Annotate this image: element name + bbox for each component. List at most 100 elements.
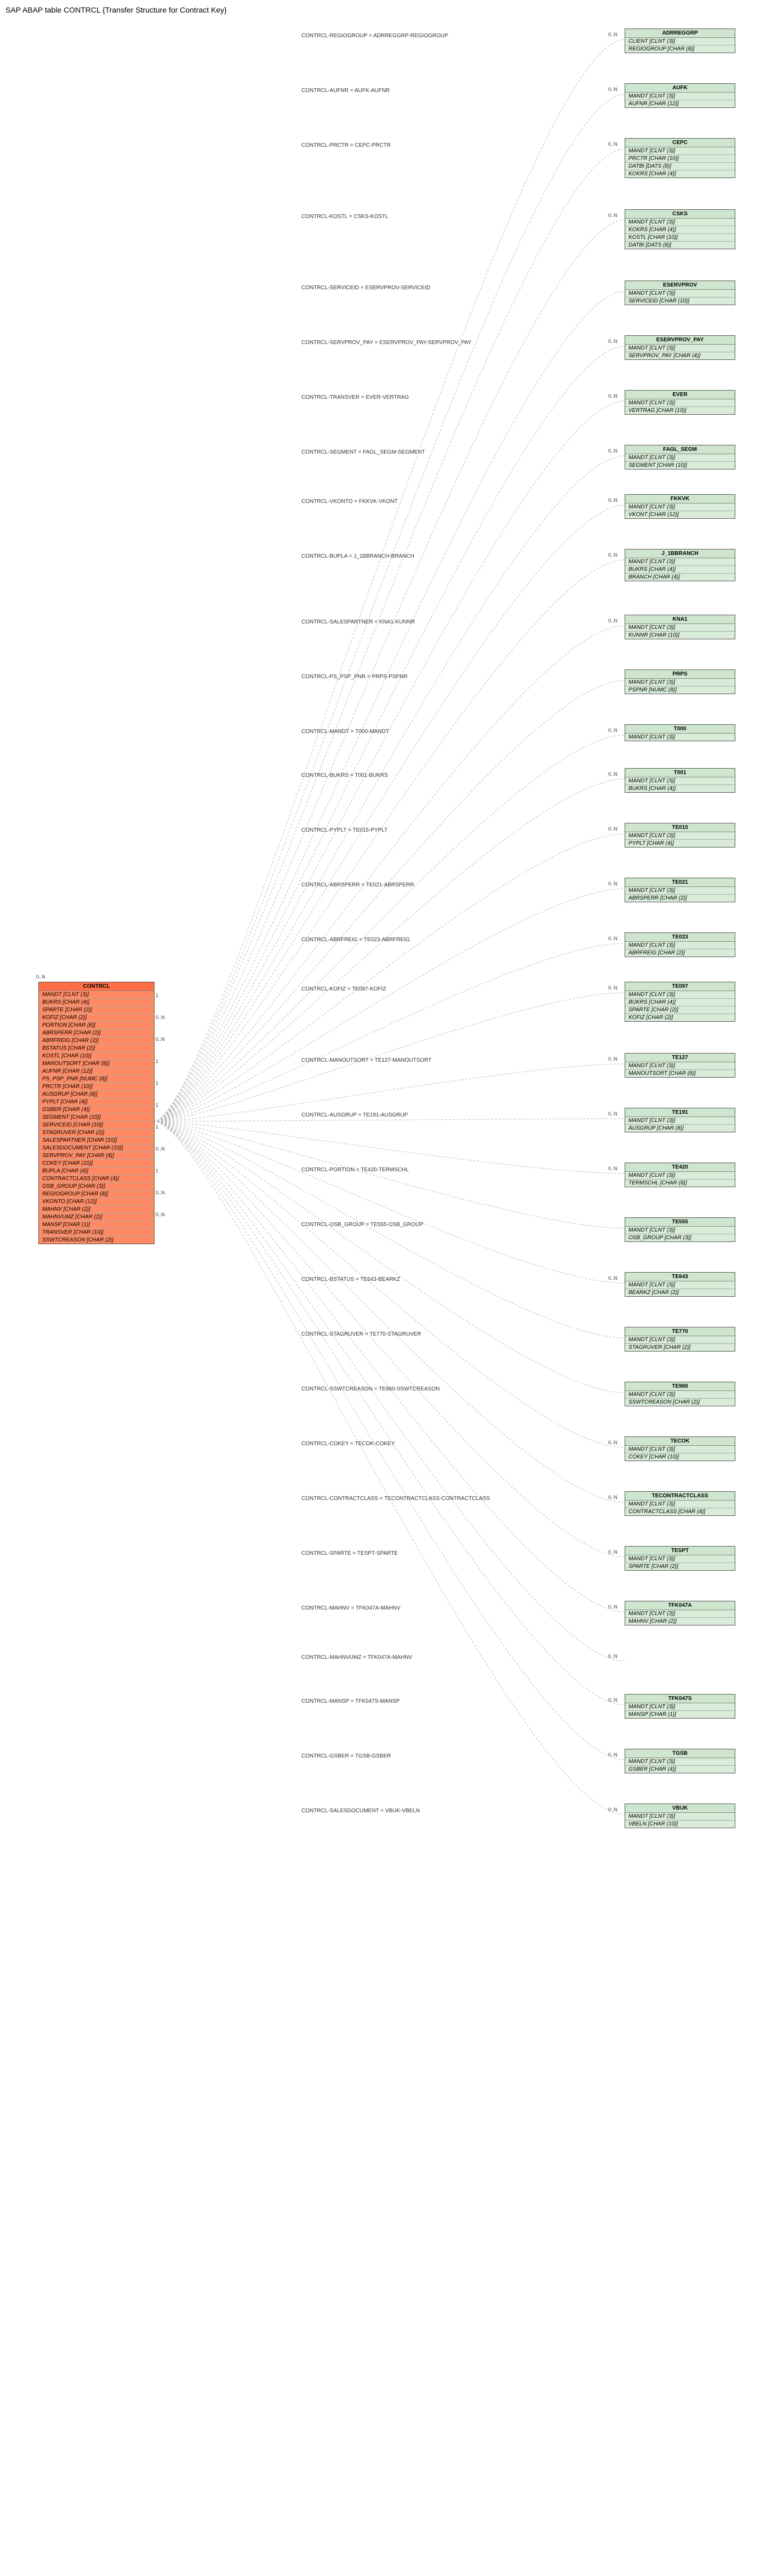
related-table-field: MANDT [CLNT (3)]: [625, 1813, 735, 1821]
cardinality-label: 0..N: [608, 1549, 618, 1555]
cardinality-label: 0..N: [608, 1807, 618, 1812]
cardinality-label: 0..N: [608, 141, 618, 147]
related-table-header: TE191: [625, 1108, 735, 1117]
related-table-header: T000: [625, 725, 735, 734]
related-table-field: MANDT [CLNT (3)]: [625, 991, 735, 999]
related-table: TE191MANDT [CLNT (3)]AUSGRUP [CHAR (8)]: [625, 1108, 735, 1132]
cardinality-label: 0..N: [608, 1653, 618, 1659]
cardinality-label: 0..N: [608, 448, 618, 454]
main-table-field: VKONTO [CHAR (12)]: [39, 1198, 154, 1206]
related-table-field: MANDT [CLNT (3)]: [625, 558, 735, 566]
related-table-field: PYPLT [CHAR (4)]: [625, 840, 735, 847]
related-table: TE420MANDT [CLNT (3)]TERMSCHL [CHAR (8)]: [625, 1163, 735, 1187]
cardinality-label: 0..N: [608, 32, 618, 37]
related-table-field: BRANCH [CHAR (4)]: [625, 574, 735, 581]
cardinality-label: 0..N: [156, 1015, 165, 1020]
main-table-field: MAHNVUMZ [CHAR (2)]: [39, 1213, 154, 1221]
related-table-field: MANDT [CLNT (3)]: [625, 942, 735, 949]
diagram-canvas: CONTRCL MANDT [CLNT (3)]BUKRS [CHAR (4)]…: [5, 18, 778, 2571]
edge-label: CONTRCL-STAGRUVER = TE770-STAGRUVER: [301, 1331, 421, 1337]
related-table: AUFKMANDT [CLNT (3)]AUFNR [CHAR (12)]: [625, 83, 735, 108]
related-table-field: MANDT [CLNT (3)]: [625, 93, 735, 100]
related-table-field: VBELN [CHAR (10)]: [625, 1821, 735, 1828]
related-table-header: VBUK: [625, 1804, 735, 1813]
related-table-header: TE770: [625, 1327, 735, 1336]
cardinality-label: 0..N: [608, 552, 618, 558]
related-table: J_1BBRANCHMANDT [CLNT (3)]BUKRS [CHAR (4…: [625, 549, 735, 581]
related-table: TE097MANDT [CLNT (3)]BUKRS [CHAR (4)]SPA…: [625, 982, 735, 1022]
related-table-field: PRCTR [CHAR (10)]: [625, 155, 735, 163]
related-table-field: BUKRS [CHAR (4)]: [625, 785, 735, 792]
cardinality-label: 0..N: [608, 1166, 618, 1171]
main-table-field: OSB_GROUP [CHAR (3)]: [39, 1183, 154, 1190]
related-table-field: MANDT [CLNT (3)]: [625, 1336, 735, 1344]
main-table-field: MANOUTSORT [CHAR (8)]: [39, 1060, 154, 1068]
related-table-field: KOKRS [CHAR (4)]: [625, 226, 735, 234]
related-table-field: DATBI [DATS (8)]: [625, 242, 735, 249]
related-table-field: MANDT [CLNT (3)]: [625, 1117, 735, 1125]
cardinality-label: 0..N: [608, 87, 618, 92]
related-table: PRPSMANDT [CLNT (3)]PSPNR [NUMC (8)]: [625, 669, 735, 694]
related-table: TESPTMANDT [CLNT (3)]SPARTE [CHAR (2)]: [625, 1546, 735, 1571]
related-table-field: MANDT [CLNT (3)]: [625, 1172, 735, 1180]
related-table-field: MANDT [CLNT (3)]: [625, 454, 735, 462]
edge-label: CONTRCL-KOFIZ = TE097-KOFIZ: [301, 986, 386, 992]
related-table: EVERMANDT [CLNT (3)]VERTRAG [CHAR (10)]: [625, 390, 735, 415]
main-table-field: SERVICEID [CHAR (10)]: [39, 1121, 154, 1129]
edge-label: CONTRCL-SERVICEID = ESERVPROV-SERVICEID: [301, 285, 430, 291]
cardinality-label: 0..N: [608, 393, 618, 399]
main-table-field: AUFNR [CHAR (12)]: [39, 1068, 154, 1075]
related-table: T000MANDT [CLNT (3)]: [625, 724, 735, 741]
related-table-field: KUNNR [CHAR (10)]: [625, 632, 735, 639]
related-table-field: KOKRS [CHAR (4)]: [625, 170, 735, 178]
related-table-field: SPARTE [CHAR (2)]: [625, 1563, 735, 1570]
main-table-field: PS_PSP_PNR [NUMC (8)]: [39, 1075, 154, 1083]
related-table-field: MANDT [CLNT (3)]: [625, 1555, 735, 1563]
related-table-field: KOSTL [CHAR (10)]: [625, 234, 735, 242]
related-table-field: MANDT [CLNT (3)]: [625, 290, 735, 297]
related-table-field: BEARKZ [CHAR (2)]: [625, 1289, 735, 1296]
cardinality-label: 0..N: [156, 1190, 165, 1195]
edge-label: CONTRCL-SERVPROV_PAY = ESERVPROV_PAY-SER…: [301, 340, 471, 346]
main-table-field: TRANSVER [CHAR (10)]: [39, 1229, 154, 1237]
cardinality-label: 0..N: [608, 1111, 618, 1117]
cardinality-label: 0..N: [36, 974, 45, 980]
related-table-field: OSB_GROUP [CHAR (3)]: [625, 1234, 735, 1241]
edge-label: CONTRCL-AUFNR = AUFK-AUFNR: [301, 88, 390, 94]
related-table: CEPCMANDT [CLNT (3)]PRCTR [CHAR (10)]DAT…: [625, 138, 735, 178]
related-table-field: DATBI [DATS (8)]: [625, 163, 735, 170]
related-table: FKKVKMANDT [CLNT (3)]VKONT [CHAR (12)]: [625, 494, 735, 519]
edge-label: CONTRCL-CONTRACTCLASS = TECONTRACTCLASS-…: [301, 1496, 490, 1502]
main-table-field: ABRSPERR [CHAR (2)]: [39, 1029, 154, 1037]
edge-label: CONTRCL-BUKRS = T001-BUKRS: [301, 772, 388, 778]
main-table-field: SPARTE [CHAR (2)]: [39, 1006, 154, 1014]
related-table-header: TFK047S: [625, 1695, 735, 1703]
related-table: TE555MANDT [CLNT (3)]OSB_GROUP [CHAR (3)…: [625, 1217, 735, 1242]
related-table-field: SEGMENT [CHAR (10)]: [625, 462, 735, 469]
related-table-field: MANDT [CLNT (3)]: [625, 147, 735, 155]
related-table: FAGL_SEGMMANDT [CLNT (3)]SEGMENT [CHAR (…: [625, 445, 735, 470]
cardinality-label: 0..N: [156, 1146, 165, 1152]
related-table-field: VERTRAG [CHAR (10)]: [625, 407, 735, 414]
edge-label: CONTRCL-VKONTO = FKKVK-VKONT: [301, 499, 398, 505]
edge-label: CONTRCL-MANOUTSORT = TE127-MANOUTSORT: [301, 1057, 431, 1063]
edge-label: CONTRCL-PYPLT = TE015-PYPLT: [301, 827, 387, 833]
cardinality-label: 1: [156, 1058, 158, 1064]
related-table: TE127MANDT [CLNT (3)]MANOUTSORT [CHAR (8…: [625, 1053, 735, 1078]
related-table: TE015MANDT [CLNT (3)]PYPLT [CHAR (4)]: [625, 823, 735, 848]
related-table-field: SERVPROV_PAY [CHAR (4)]: [625, 352, 735, 359]
related-table: ADRREGGRPCLIENT [CLNT (3)]REGIOGROUP [CH…: [625, 28, 735, 53]
main-table-field: GSBER [CHAR (4)]: [39, 1106, 154, 1114]
main-table-field: ABRFREIG [CHAR (2)]: [39, 1037, 154, 1045]
related-table-field: COKEY [CHAR (10)]: [625, 1453, 735, 1461]
related-table-header: TE097: [625, 982, 735, 991]
related-table-field: MANDT [CLNT (3)]: [625, 219, 735, 226]
main-table-field: COKEY [CHAR (10)]: [39, 1160, 154, 1167]
edge-label: CONTRCL-ABRSPERR = TE021-ABRSPERR: [301, 882, 414, 888]
main-table-field: SALESDOCUMENT [CHAR (10)]: [39, 1144, 154, 1152]
related-table-field: MANDT [CLNT (3)]: [625, 1758, 735, 1766]
related-table: T001MANDT [CLNT (3)]BUKRS [CHAR (4)]: [625, 768, 735, 793]
cardinality-label: 0..N: [608, 728, 618, 733]
edge-label: CONTRCL-MANSP = TFK047S-MANSP: [301, 1698, 399, 1704]
main-table-field: CONTRACTCLASS [CHAR (4)]: [39, 1175, 154, 1183]
